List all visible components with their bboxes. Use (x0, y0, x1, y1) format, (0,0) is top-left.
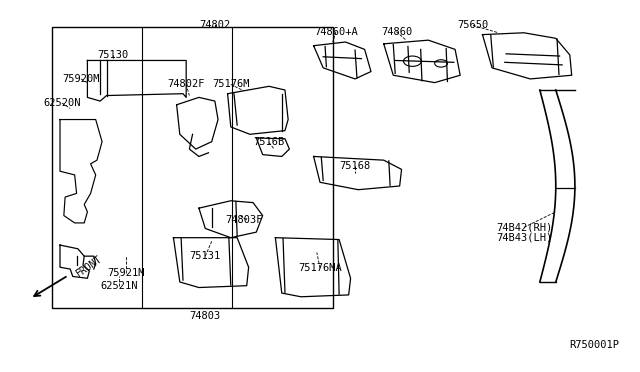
Text: 74802: 74802 (199, 20, 230, 31)
Text: 62521N: 62521N (100, 282, 138, 291)
Text: 75920M: 75920M (62, 74, 100, 84)
Text: 75168: 75168 (339, 161, 371, 171)
Bar (52, 27, 333, 308)
Text: 75650: 75650 (458, 20, 488, 31)
Text: R750001P: R750001P (570, 340, 620, 350)
Text: 75176MA: 75176MA (298, 263, 342, 273)
Text: 74B42(RH): 74B42(RH) (496, 222, 552, 232)
Text: 74B43(LH): 74B43(LH) (496, 233, 552, 243)
Text: 74860: 74860 (381, 27, 412, 37)
Text: 74803F: 74803F (225, 215, 262, 225)
Text: 75131: 75131 (189, 251, 221, 261)
Text: 74803: 74803 (189, 311, 221, 321)
Text: 74860+A: 74860+A (314, 27, 358, 37)
Text: FRONT: FRONT (75, 253, 104, 279)
Text: 75921M: 75921M (107, 268, 145, 278)
Text: 74802F: 74802F (168, 80, 205, 89)
Text: 75176M: 75176M (212, 80, 250, 89)
Text: 75130: 75130 (97, 50, 129, 60)
Text: 7516B: 7516B (253, 137, 285, 147)
Text: 62520N: 62520N (43, 98, 81, 108)
